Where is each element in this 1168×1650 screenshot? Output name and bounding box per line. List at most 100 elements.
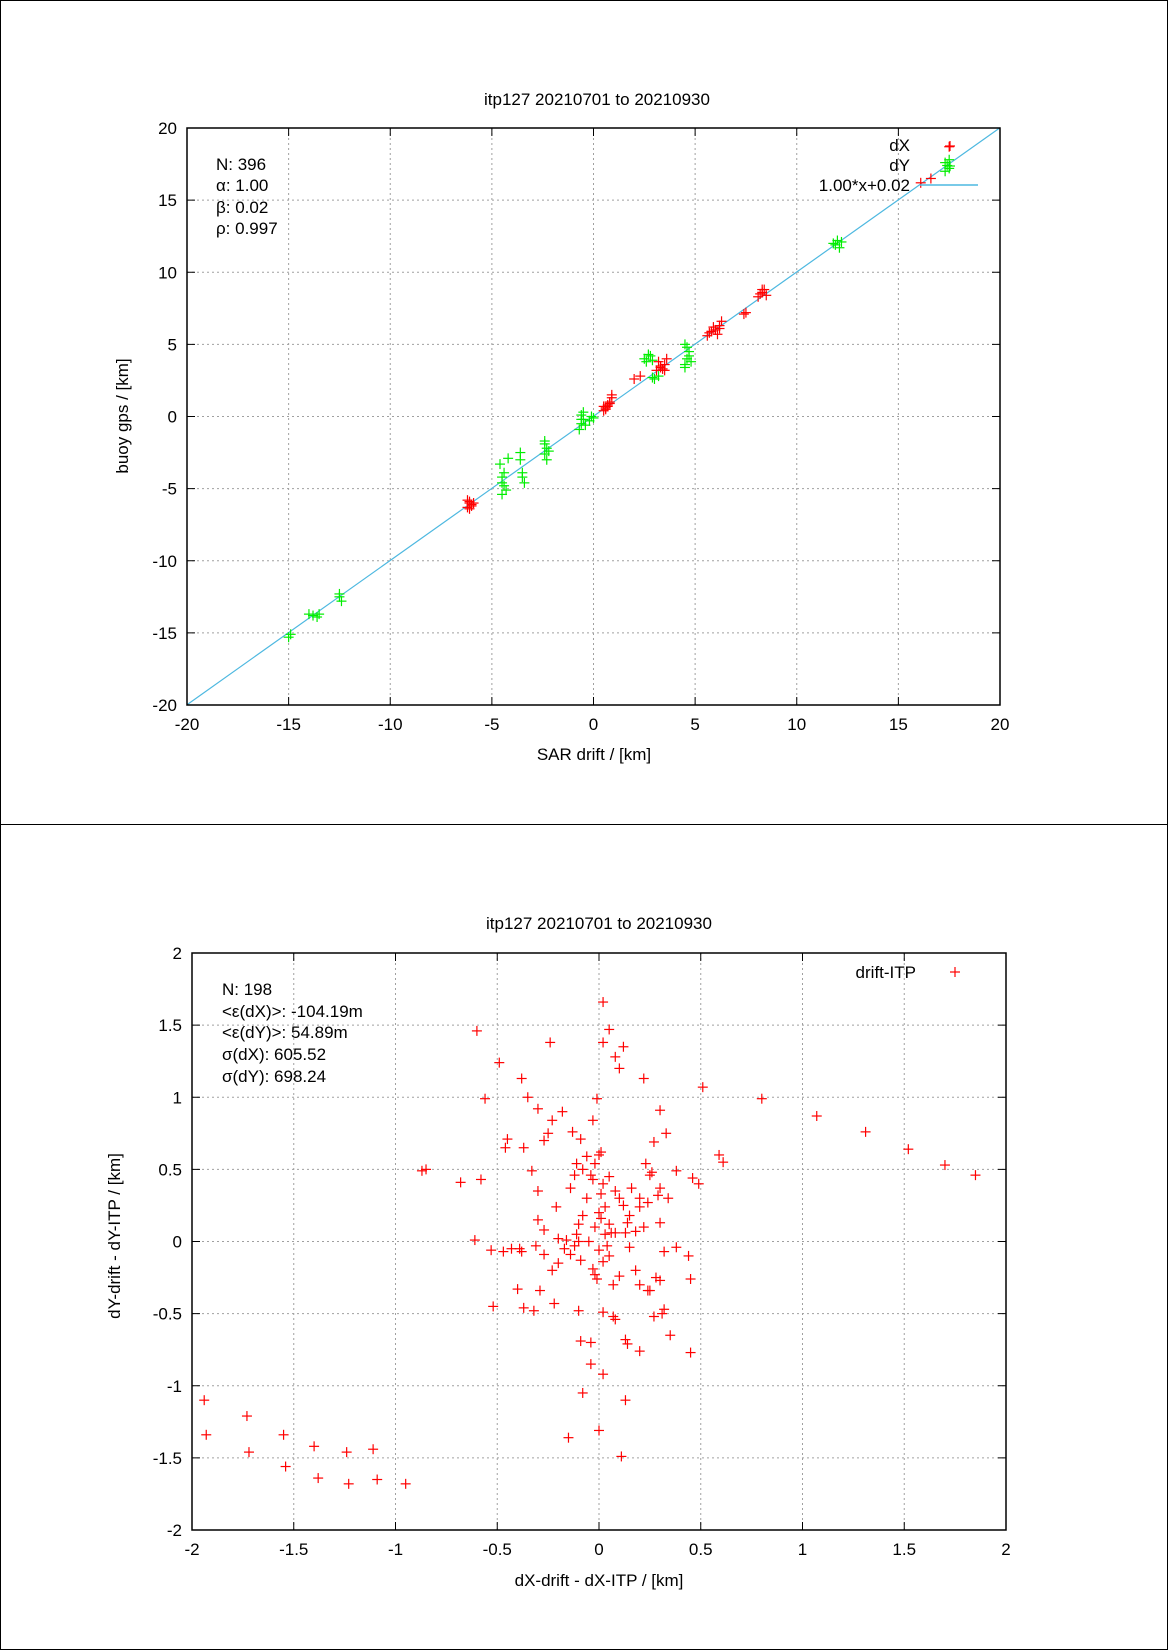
chart-1-x-tick-label: 0 (589, 715, 598, 734)
chart-2-point-drift-itp (480, 1093, 491, 1104)
chart-2-ticks: -2 -1.5 -1 -0.5 0 0.5 1 1.5 2 -2 -1.5 -1 -0.5 0 0.5 1 1.… (153, 944, 1011, 1559)
chart-1-point-dy (501, 485, 512, 496)
chart-2-point-drift-itp (488, 1301, 499, 1312)
chart-2: -2 -1.5 -1 -0.5 0 0.5 1 1.5 2 -2 -1.5 -1 -0.5 0 0.5 1 1.… (105, 914, 1011, 1590)
chart-2-point-drift-itp (421, 1164, 432, 1175)
chart-2-y-tick-label: 1.5 (158, 1016, 182, 1035)
chart-2-y-tick-label: 2 (173, 944, 182, 963)
chart-1-point-dy (285, 629, 296, 640)
chart-2-point-drift-itp (671, 1165, 682, 1176)
chart-2-point-drift-itp (614, 1063, 625, 1074)
chart-1-point-dx (704, 327, 715, 338)
chart-1-x-tick-label: 10 (787, 715, 806, 734)
chart-2-point-drift-itp (565, 1183, 576, 1194)
chart-2-point-drift-itp (561, 1235, 572, 1246)
chart-1-point-dx (604, 398, 615, 409)
chart-2-point-drift-itp (498, 1246, 509, 1257)
chart-2-point-drift-itp (860, 1126, 871, 1137)
chart-2-point-drift-itp (577, 1210, 588, 1221)
chart-1-point-dx (708, 322, 719, 333)
chart-2-x-tick-label: -2 (184, 1540, 199, 1559)
chart-1-point-dx (738, 309, 749, 320)
chart-2-point-drift-itp (600, 1229, 611, 1240)
chart-2-point-drift-itp (644, 1285, 655, 1296)
chart-1-x-tick-label: 15 (889, 715, 908, 734)
chart-2-point-drift-itp (587, 1263, 598, 1274)
chart-1-title: itp127 20210701 to 20210930 (484, 90, 710, 109)
chart-1-point-dx (944, 141, 955, 152)
chart-2-point-drift-itp (685, 1347, 696, 1358)
chart-1-point-dx (925, 173, 936, 184)
chart-2-y-tick-label: -1 (167, 1377, 182, 1396)
chart-2-point-drift-itp (516, 1073, 527, 1084)
chart-1-point-dy (576, 414, 587, 425)
chart-2-point-drift-itp (622, 1338, 633, 1349)
chart-1-y-tick-label: 0 (168, 408, 177, 427)
chart-2-legend-plus (950, 967, 960, 977)
chart-2-point-drift-itp (241, 1411, 252, 1422)
chart-1-point-dy (645, 350, 656, 361)
chart-1-legend-dy-plus (945, 161, 955, 171)
chart-2-point-drift-itp (557, 1106, 568, 1117)
chart-2-point-drift-itp (606, 1227, 617, 1238)
chart-1-legend-dx-marker (945, 141, 955, 151)
chart-2-point-drift-itp (610, 1186, 621, 1197)
chart-2-point-drift-itp (591, 1093, 602, 1104)
chart-2-point-drift-itp (573, 1219, 584, 1230)
chart-2-point-drift-itp (313, 1473, 324, 1484)
chart-1-point-dy (653, 371, 664, 382)
chart-2-point-drift-itp (243, 1447, 254, 1458)
chart-2-point-drift-itp (559, 1243, 570, 1254)
chart-2-point-drift-itp (532, 1214, 543, 1225)
chart-2-x-tick-label: 1.5 (892, 1540, 916, 1559)
chart-1-stat-beta: β: 0.02 (216, 198, 268, 217)
chart-2-point-drift-itp (585, 1337, 596, 1348)
chart-2-x-tick-label: 2 (1001, 1540, 1010, 1559)
chart-1-point-dy (684, 350, 695, 361)
chart-1-marks (283, 141, 955, 643)
chart-2-x-tick-label: 0 (594, 1540, 603, 1559)
chart-2-point-drift-itp (512, 1284, 523, 1295)
chart-2-point-drift-itp (596, 1147, 607, 1158)
chart-1-stat-rho: ρ: 0.997 (216, 219, 278, 238)
chart-2-point-drift-itp (620, 1334, 631, 1345)
chart-1-point-dx (915, 177, 926, 188)
chart-1-point-dy (686, 356, 697, 367)
chart-2-point-drift-itp (600, 1201, 611, 1212)
chart-2-point-drift-itp (563, 1432, 574, 1443)
chart-1-point-dx (464, 503, 475, 514)
chart-2-point-drift-itp (665, 1330, 676, 1341)
chart-2-point-drift-itp (756, 1093, 767, 1104)
chart-2-point-drift-itp (630, 1226, 641, 1237)
chart-1-y-tick-label: -10 (152, 552, 177, 571)
chart-1-point-dx (706, 326, 717, 337)
chart-2-point-drift-itp (655, 1183, 666, 1194)
chart-2-y-tick-label: 1 (173, 1088, 182, 1107)
chart-2-point-drift-itp (655, 1217, 666, 1228)
chart-2-point-drift-itp (624, 1242, 635, 1253)
chart-1-x-tick-label: -20 (175, 715, 200, 734)
chart-2-stat-n: N: 198 (222, 980, 272, 999)
chart-2-y-tick-label: 0.5 (158, 1160, 182, 1179)
chart-1-y-tick-label: 10 (158, 263, 177, 282)
chart-2-point-drift-itp (618, 1041, 629, 1052)
chart-2-point-drift-itp (587, 1115, 598, 1126)
chart-2-point-drift-itp (598, 1369, 609, 1380)
chart-1-point-dy (334, 588, 345, 599)
chart-2-point-drift-itp (598, 1037, 609, 1048)
chart-1-point-dx (659, 365, 670, 376)
chart-2-point-drift-itp (589, 1158, 600, 1169)
chart-2-point-drift-itp (569, 1170, 580, 1181)
chart-2-point-drift-itp (630, 1265, 641, 1276)
chart-2-point-drift-itp (653, 1190, 664, 1201)
chart-2-point-drift-itp (657, 1308, 668, 1319)
chart-1-ticks: -20 -15 -10 -5 0 5 10 15 20 -20 -15 -10 -5 0 5 10 15 20 (152, 119, 1009, 734)
chart-2-point-drift-itp (502, 1134, 513, 1145)
chart-1-point-dy (308, 610, 319, 621)
chart-2-stats: N: 198 <ε(dX)>: -104.19m <ε(dY)>: 54.89m… (222, 980, 363, 1086)
chart-1-y-tick-label: -15 (152, 624, 177, 643)
chart-1-point-dy (586, 411, 597, 422)
chart-2-point-drift-itp (596, 1213, 607, 1224)
chart-1-legend-fit-label: 1.00*x+0.02 (819, 176, 910, 195)
chart-1-stats: N: 396 α: 1.00 β: 0.02 ρ: 0.997 (216, 155, 278, 238)
